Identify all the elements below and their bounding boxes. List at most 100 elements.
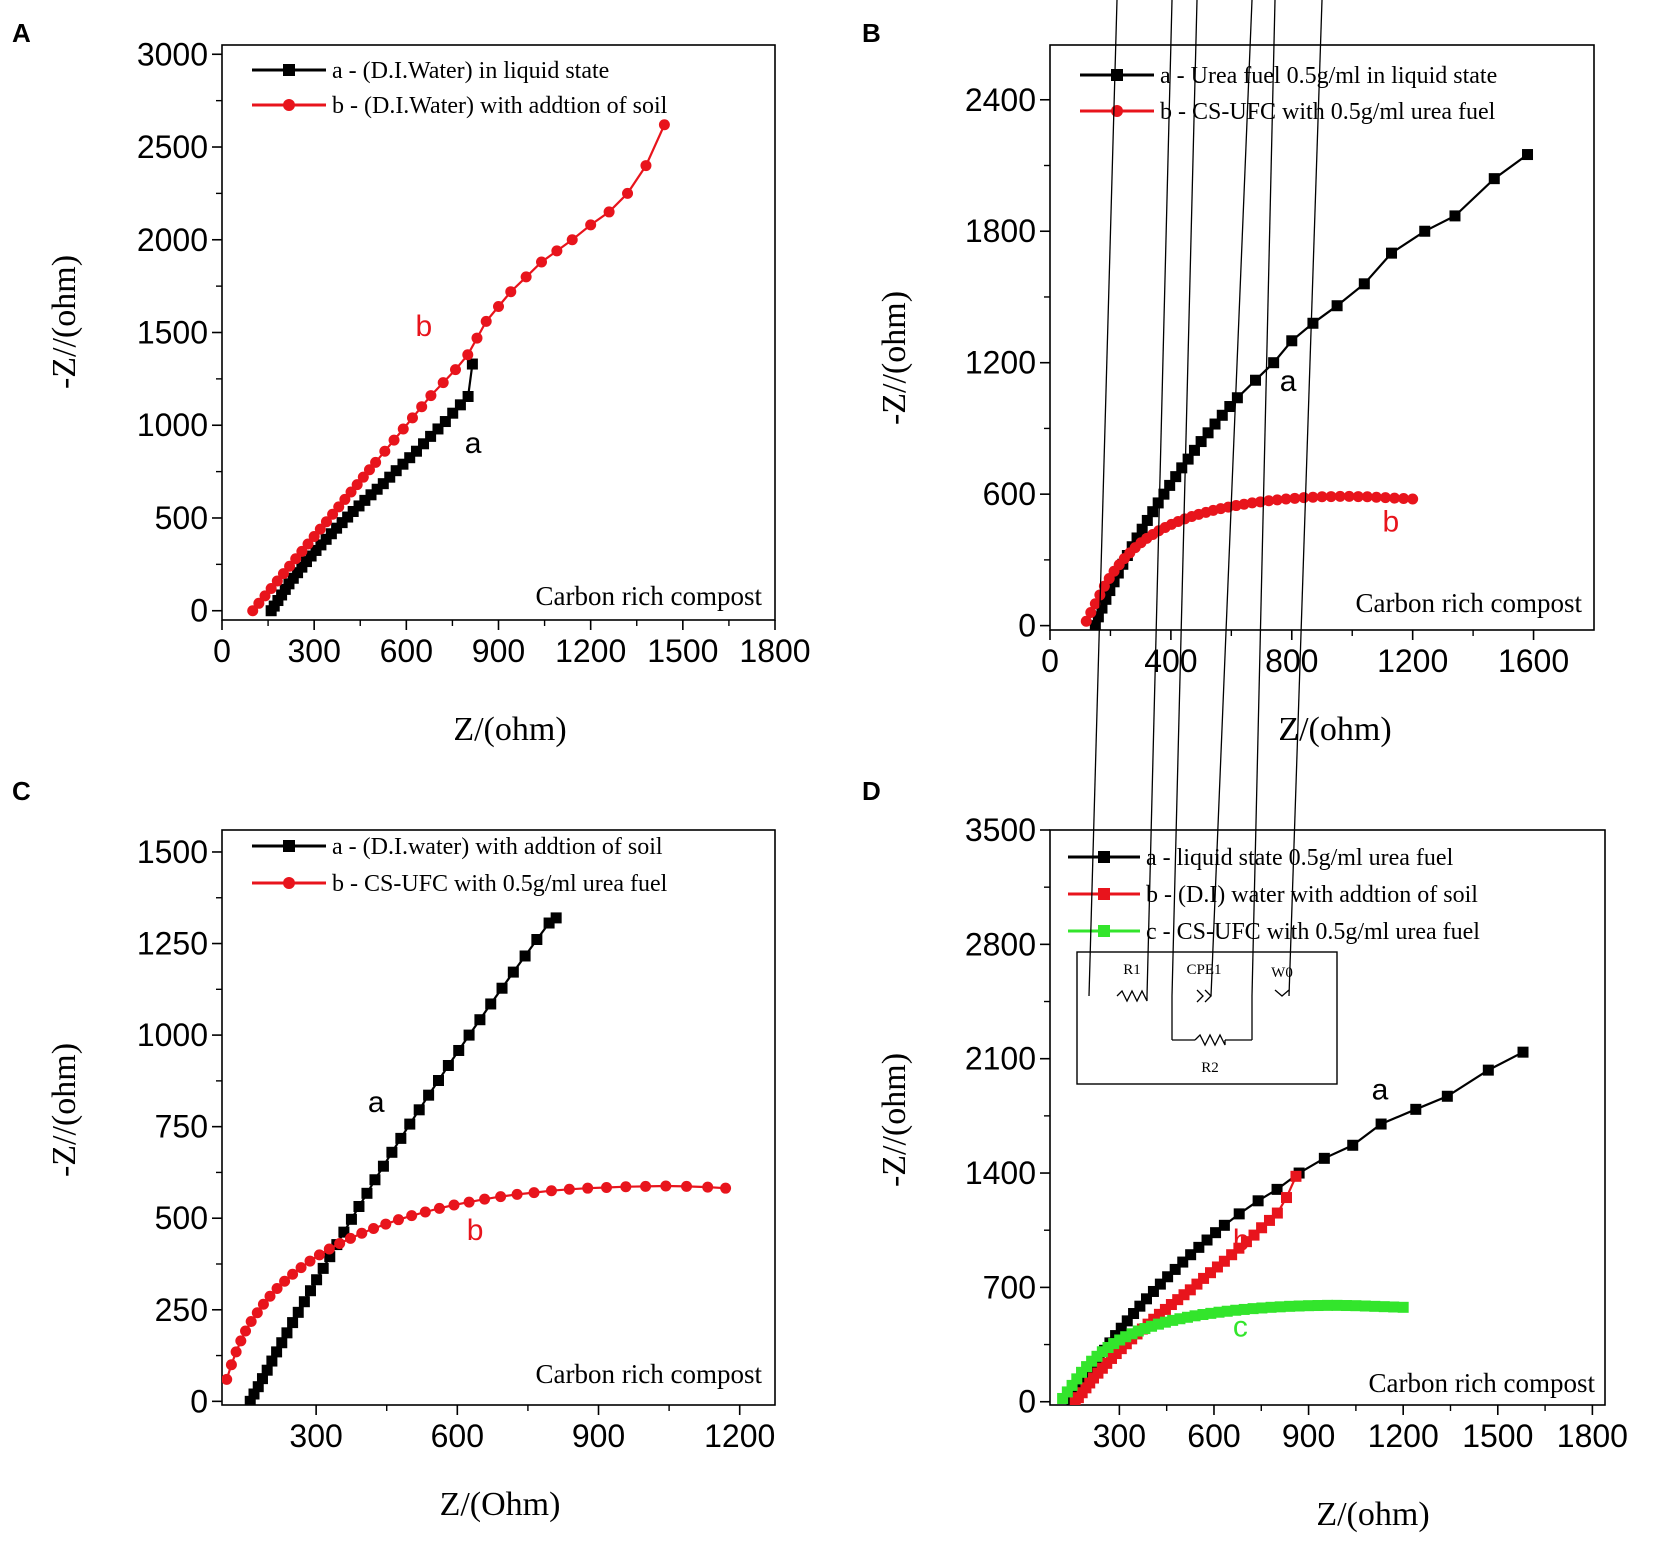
- data-point: [1185, 1249, 1197, 1261]
- data-point: [1132, 1325, 1144, 1337]
- data-point: [1131, 532, 1143, 544]
- plot-frame: [1049, 44, 1595, 631]
- x-tick-label: 300: [289, 1418, 342, 1454]
- data-point: [313, 1249, 325, 1261]
- data-point: [1165, 1299, 1177, 1311]
- data-point: [1224, 401, 1236, 413]
- resistor-r2-symbol: [1194, 1033, 1226, 1047]
- data-point: [287, 1317, 299, 1329]
- y-tick-label: 700: [983, 1269, 1036, 1305]
- x-tick-label: 1200: [1368, 1418, 1439, 1454]
- data-point: [601, 1181, 613, 1193]
- data-point: [345, 486, 357, 498]
- warburg-symbol: [1274, 989, 1290, 997]
- panel-c-chart: 300 600 900 1200 0 250 500 750 1000 1250 1500 Z/(Oh…: [46, 829, 776, 1523]
- data-point: [331, 522, 343, 534]
- panel-b-chart: 0 400 800 1200 1600 0 600 1200 1800 2400 Z/(ohm) -Z…: [876, 44, 1595, 748]
- circuit-wire: [1251, 0, 1276, 997]
- data-point: [295, 1262, 307, 1274]
- data-point: [257, 1298, 269, 1310]
- data-point: [1169, 1263, 1181, 1275]
- circuit-inset: R1 CPE1 W0 R2: [1076, 0, 1338, 1085]
- curve-label-b: b: [1382, 505, 1399, 538]
- data-point: [252, 1381, 264, 1393]
- x-tick-label: 1800: [1557, 1418, 1628, 1454]
- y-tick-label: 2800: [965, 926, 1036, 962]
- data-point: [1218, 1219, 1230, 1231]
- y-tick-label: 0: [1018, 1384, 1036, 1420]
- data-point: [1410, 1103, 1422, 1115]
- data-point: [1108, 1338, 1120, 1350]
- series-b: [247, 119, 670, 617]
- data-point: [511, 1188, 523, 1200]
- data-point: [1263, 495, 1275, 507]
- series-c: [1057, 1299, 1409, 1404]
- data-point: [271, 575, 283, 587]
- data-point: [261, 1364, 273, 1376]
- data-point: [390, 465, 402, 477]
- x-tick-label: 900: [572, 1418, 625, 1454]
- data-point: [1378, 1301, 1390, 1313]
- data-point: [433, 1202, 445, 1214]
- circuit-wire: [1088, 0, 1118, 997]
- data-point: [1289, 492, 1301, 504]
- data-point: [292, 567, 304, 579]
- data-point: [334, 1237, 346, 1249]
- y-tick-label: 750: [155, 1109, 208, 1145]
- data-point: [357, 471, 369, 483]
- data-point: [1233, 1242, 1245, 1254]
- circuit-wire: [1146, 0, 1173, 997]
- data-point: [251, 1307, 263, 1319]
- data-point: [336, 517, 348, 529]
- data-point: [480, 315, 492, 327]
- data-point: [323, 1243, 335, 1255]
- data-point: [300, 556, 312, 568]
- data-point: [1205, 1267, 1217, 1279]
- legend-marker: [1098, 888, 1110, 900]
- y-axis-label: -Z//(ohm): [876, 1053, 913, 1187]
- data-point: [276, 1337, 288, 1349]
- data-point: [240, 1325, 252, 1337]
- circuit-wire: [1171, 0, 1198, 997]
- data-point: [1248, 1229, 1260, 1241]
- series-a: [244, 912, 562, 1405]
- y-tick-label: 2500: [137, 129, 208, 165]
- data-point: [622, 187, 634, 199]
- data-point: [1441, 1090, 1453, 1102]
- data-point: [1233, 1208, 1245, 1220]
- legend-label: b - (D.I.Water) with addtion of soil: [332, 93, 668, 119]
- data-point: [1136, 523, 1148, 535]
- y-tick-label: 500: [155, 500, 208, 536]
- data-point: [1274, 1301, 1286, 1313]
- data-point: [1247, 1303, 1259, 1315]
- data-point: [1343, 490, 1355, 502]
- data-point: [296, 561, 308, 573]
- data-point: [1482, 1064, 1494, 1076]
- data-point: [1256, 1302, 1268, 1314]
- data-point: [279, 583, 291, 595]
- data-point: [1092, 611, 1104, 623]
- data-point: [493, 301, 504, 313]
- data-point: [406, 1210, 418, 1222]
- data-point: [397, 458, 409, 470]
- series-b: [1080, 490, 1419, 627]
- x-tick-label: 0: [1041, 643, 1059, 679]
- data-point: [298, 1296, 310, 1308]
- circuit-wire: [1210, 0, 1253, 997]
- data-point: [1167, 1314, 1179, 1326]
- data-point: [1370, 491, 1382, 503]
- data-point: [1114, 1334, 1126, 1346]
- x-tick-label: 1200: [704, 1418, 775, 1454]
- data-point: [320, 516, 332, 528]
- data-point: [1268, 357, 1280, 369]
- data-point: [1312, 1300, 1324, 1312]
- panel-letter-c: C: [12, 776, 31, 806]
- data-point: [287, 1268, 299, 1280]
- data-point: [1350, 1300, 1362, 1312]
- inset-label-w0: W0: [1271, 965, 1293, 981]
- data-point: [563, 1183, 575, 1195]
- data-point: [345, 1213, 357, 1225]
- data-point: [1096, 602, 1108, 614]
- data-point: [1158, 488, 1170, 500]
- data-point: [386, 1146, 398, 1158]
